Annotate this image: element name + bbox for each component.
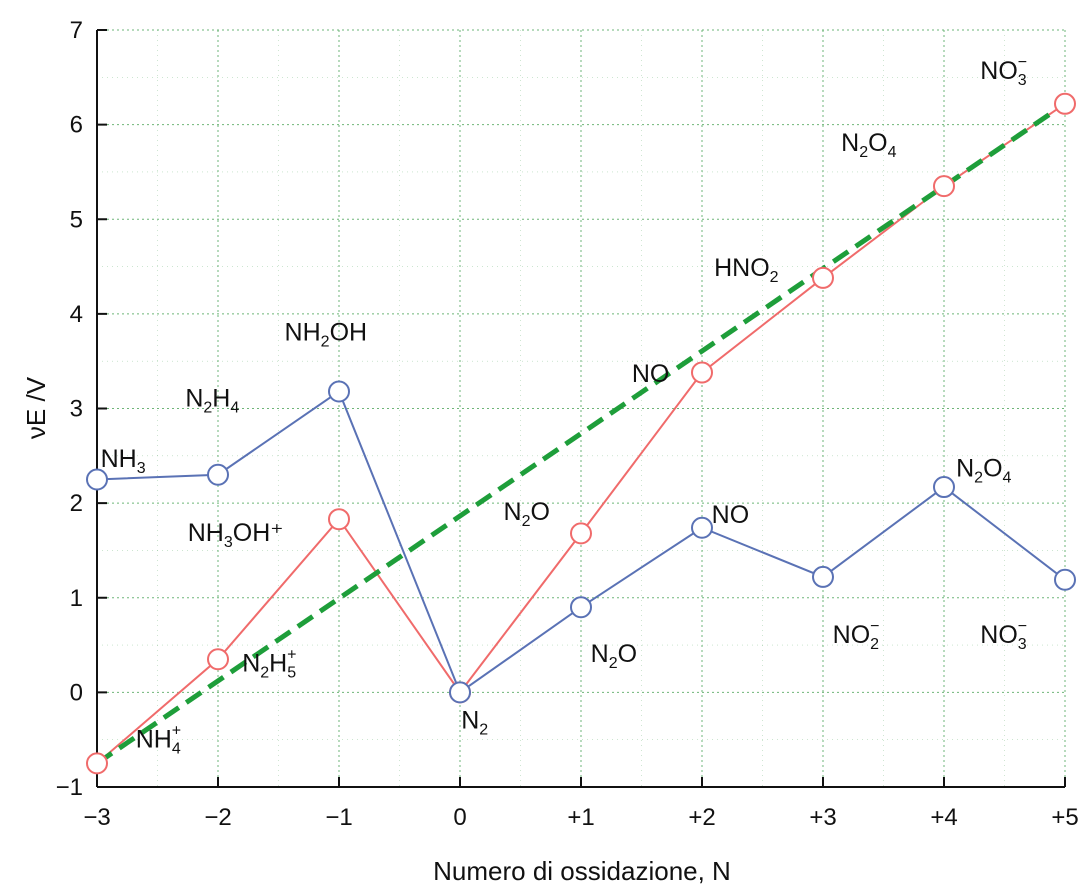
species-label: HNO2 <box>714 254 779 286</box>
dashed-trend-line <box>95 101 1067 766</box>
y-tick-label: 3 <box>70 396 83 423</box>
blue-data-point <box>207 463 229 486</box>
species-label: NO <box>632 360 670 388</box>
x-tick-label: 0 <box>453 804 466 831</box>
x-axis-title: Numero di ossidazione, N <box>433 856 731 886</box>
species-label: NO3− <box>980 618 1027 653</box>
x-tick-label: +5 <box>1051 804 1078 831</box>
data-points <box>86 92 1076 775</box>
species-label: NO3− <box>980 54 1027 89</box>
x-tick-label: −2 <box>204 804 231 831</box>
y-tick-label: 6 <box>70 112 83 139</box>
species-label: NH3 <box>101 445 146 477</box>
y-tick-label: 7 <box>70 17 83 44</box>
species-label: N2O4 <box>956 455 1011 487</box>
x-tick-label: −3 <box>83 804 110 831</box>
tick-labels: −3 −2 −1 0 +1 +2 +3 +4 +5 −1 0 1 2 3 4 5 6 7 <box>56 17 1079 831</box>
species-label: NH2OH <box>285 318 368 350</box>
x-tick-label: −1 <box>325 804 352 831</box>
species-label: N2O <box>591 640 637 672</box>
species-label: N2O4 <box>841 129 896 161</box>
red-data-point <box>86 752 108 775</box>
species-label: N2 <box>461 706 488 738</box>
species-label: NH3OH⁺ <box>188 519 284 551</box>
y-tick-label: 1 <box>70 585 83 612</box>
blue-data-point <box>691 516 713 539</box>
species-label: N2H4 <box>185 385 239 417</box>
x-tick-label: +4 <box>930 804 957 831</box>
blue-data-point <box>1054 568 1076 591</box>
y-tick-label: 2 <box>70 490 83 517</box>
red-data-point <box>933 175 955 198</box>
x-tick-label: +2 <box>688 804 715 831</box>
blue-data-point <box>328 380 350 403</box>
species-label: N2H5+ <box>242 647 296 682</box>
axes <box>96 29 1066 788</box>
red-data-point <box>1054 92 1076 115</box>
blue-data-point <box>449 681 471 704</box>
y-tick-label: 0 <box>70 679 83 706</box>
blue-data-point <box>812 565 834 588</box>
blue-data-point <box>570 596 592 619</box>
red-data-point <box>570 522 592 545</box>
species-label: NO <box>712 501 750 529</box>
species-label: NH4+ <box>136 722 181 757</box>
red-data-point <box>812 266 834 289</box>
red-data-point <box>691 361 713 384</box>
blue-data-point <box>933 476 955 499</box>
red-data-point <box>207 648 229 671</box>
red-data-point <box>328 508 350 531</box>
x-tick-label: +3 <box>809 804 836 831</box>
y-tick-label: −1 <box>56 774 83 801</box>
species-labels: NH4+ N2H5+ NH3OH⁺ NH3 N2H4 NH2OH N2 N2O N2O NO NO H… <box>101 54 1027 757</box>
species-label: NO2− <box>833 618 880 653</box>
y-axis-title: νE /V <box>21 376 51 439</box>
species-label: N2O <box>504 498 550 530</box>
blue-data-point <box>86 468 108 491</box>
x-tick-label: +1 <box>567 804 594 831</box>
y-tick-label: 4 <box>70 301 83 328</box>
grid <box>96 29 1066 788</box>
y-tick-label: 5 <box>70 206 83 233</box>
trend-line <box>95 101 1067 766</box>
